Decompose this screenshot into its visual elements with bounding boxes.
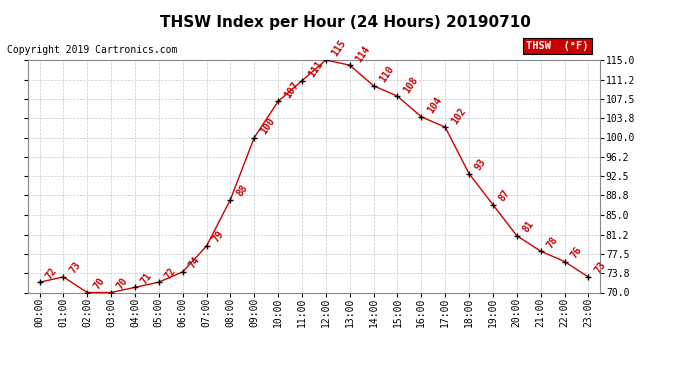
Text: THSW  (°F): THSW (°F) <box>526 41 589 51</box>
Text: 102: 102 <box>449 106 468 126</box>
Text: 78: 78 <box>545 234 560 250</box>
Text: 87: 87 <box>497 188 512 203</box>
Text: 104: 104 <box>426 95 444 116</box>
Text: 70: 70 <box>115 276 130 291</box>
Text: 81: 81 <box>521 219 536 234</box>
Text: 93: 93 <box>473 157 488 172</box>
Text: 114: 114 <box>354 44 372 64</box>
Text: 115: 115 <box>330 39 348 58</box>
Text: 110: 110 <box>377 64 396 84</box>
Text: 79: 79 <box>210 229 226 244</box>
Text: 108: 108 <box>402 75 420 95</box>
Text: 111: 111 <box>306 59 324 79</box>
Text: 71: 71 <box>139 271 154 286</box>
Text: 73: 73 <box>68 260 83 276</box>
Text: 74: 74 <box>187 255 201 270</box>
Text: THSW Index per Hour (24 Hours) 20190710: THSW Index per Hour (24 Hours) 20190710 <box>159 15 531 30</box>
Text: 70: 70 <box>91 276 106 291</box>
Text: 107: 107 <box>282 80 301 100</box>
Text: 72: 72 <box>43 266 59 281</box>
Text: 100: 100 <box>259 116 277 136</box>
Text: 72: 72 <box>163 266 178 281</box>
Text: 73: 73 <box>593 260 607 276</box>
Text: 76: 76 <box>569 245 584 260</box>
Text: 88: 88 <box>235 183 250 198</box>
Text: Copyright 2019 Cartronics.com: Copyright 2019 Cartronics.com <box>7 45 177 55</box>
